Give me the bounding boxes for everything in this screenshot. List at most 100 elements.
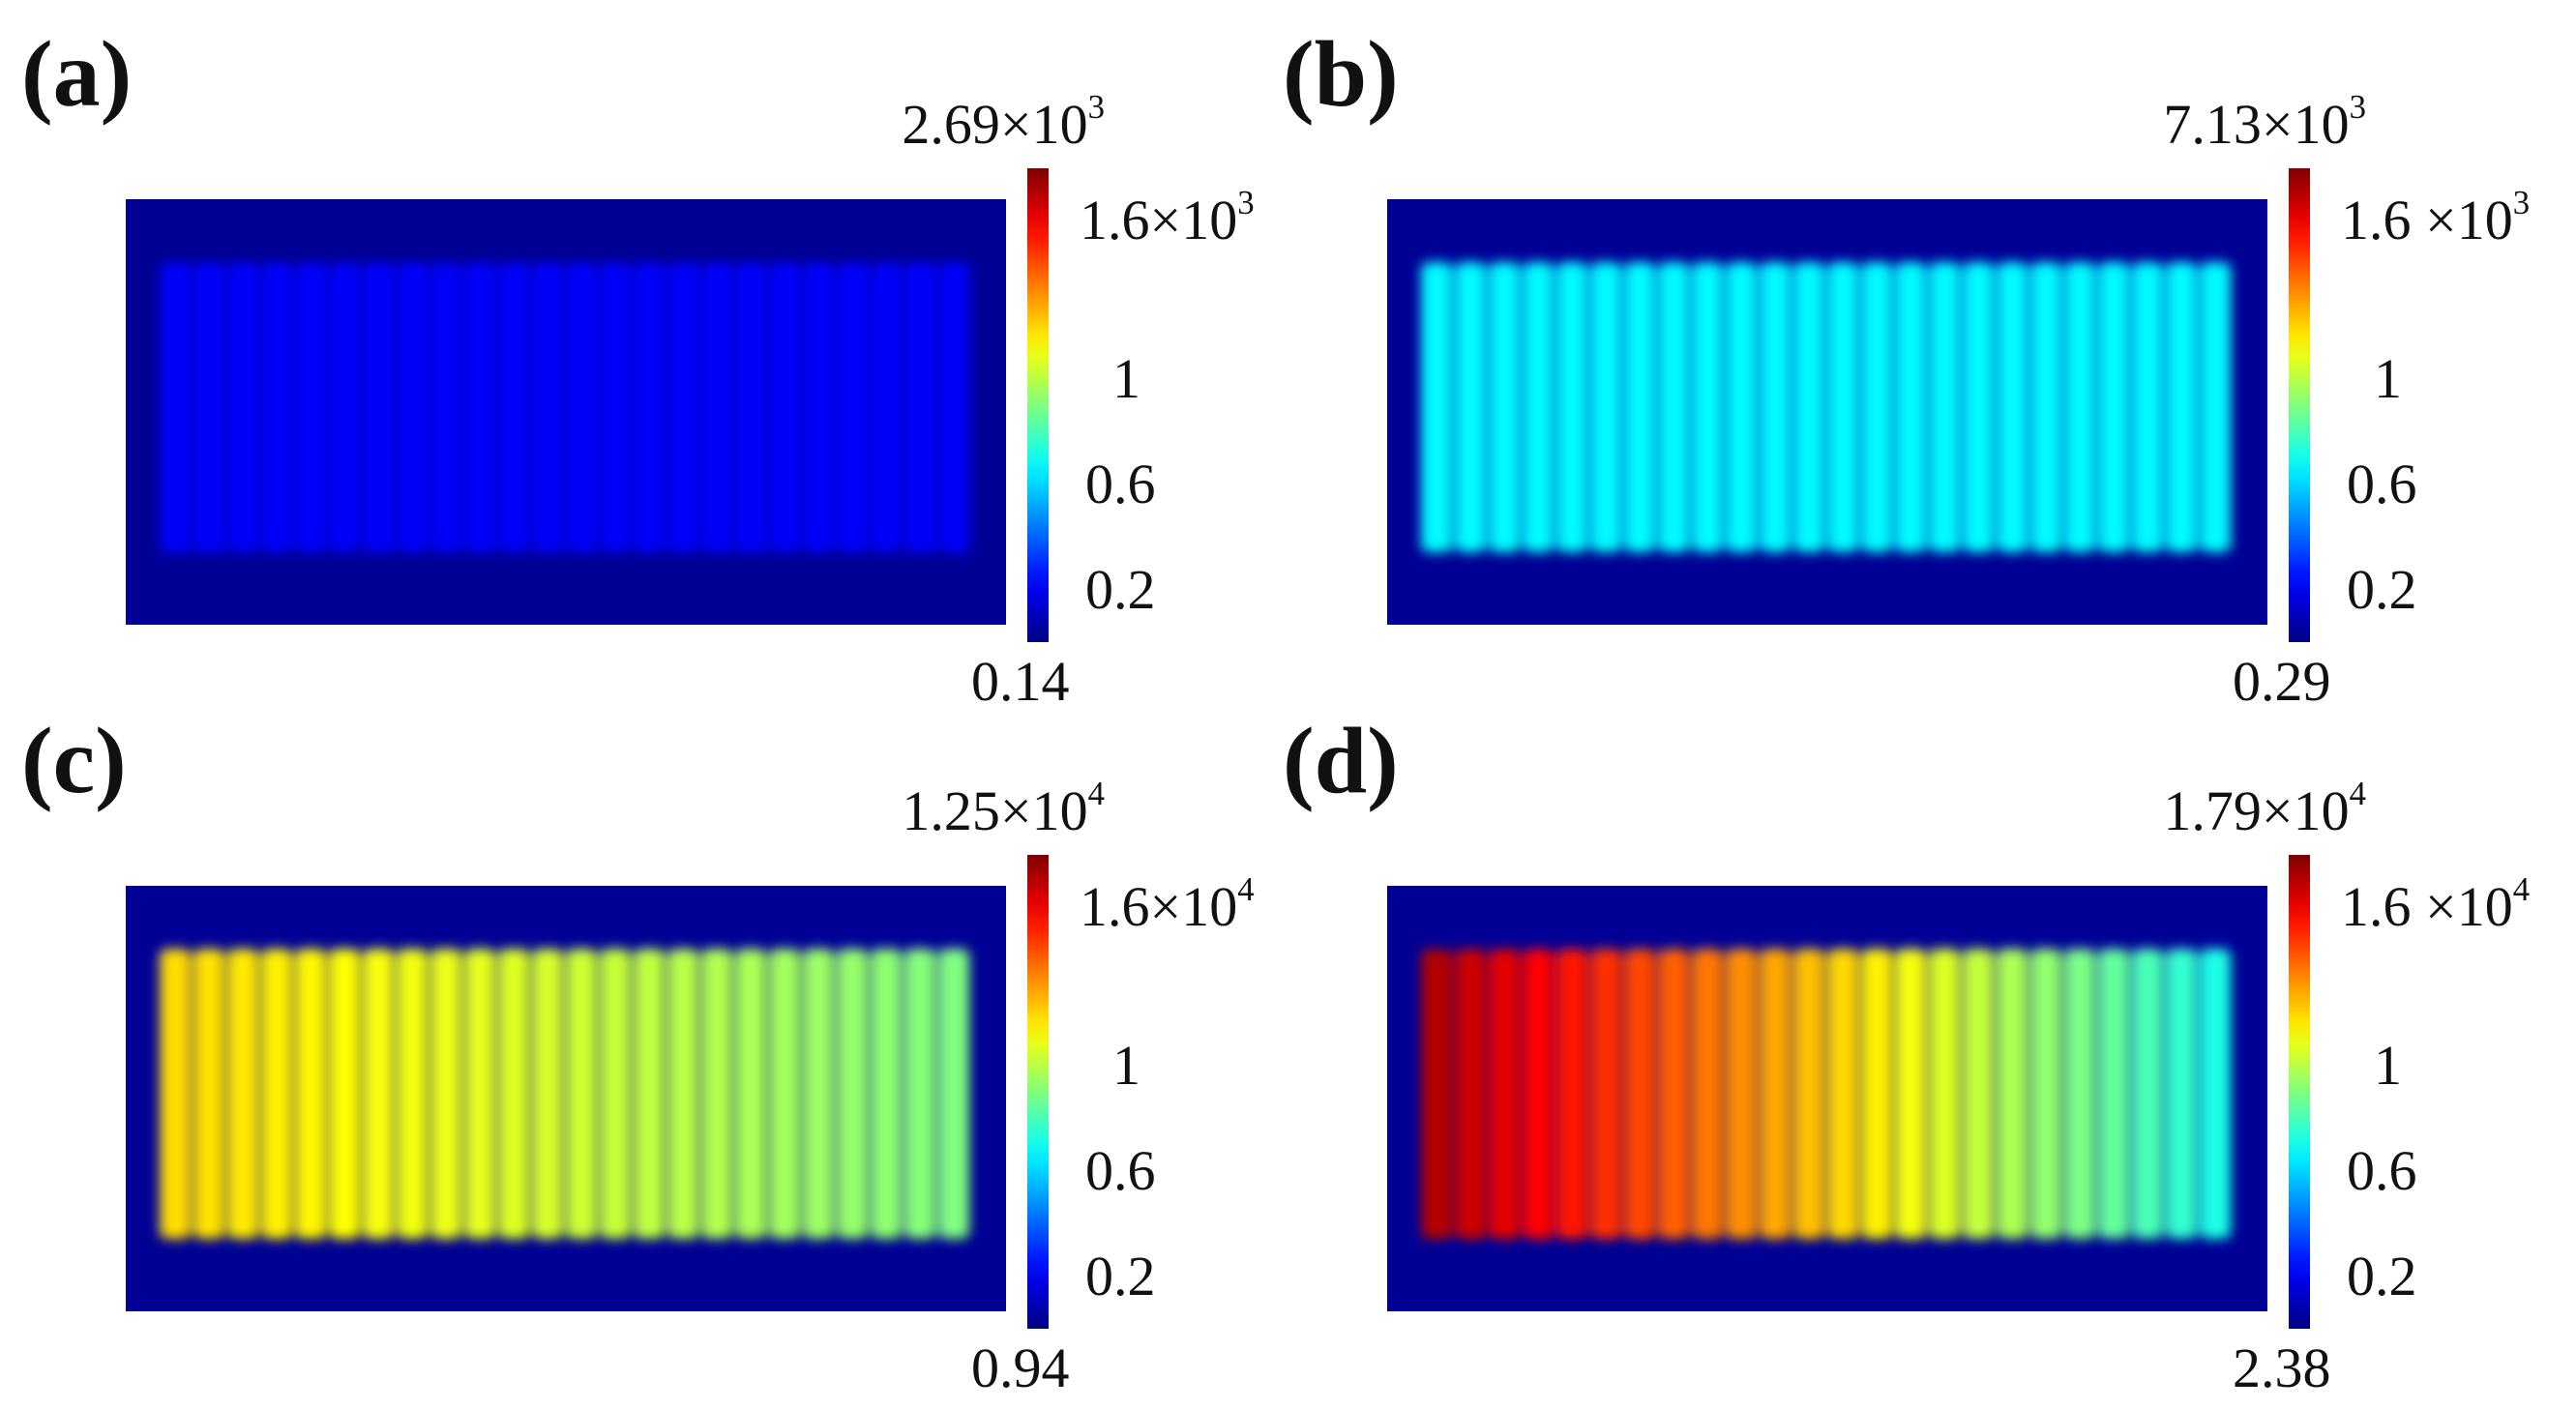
heatmap-strip (837, 949, 868, 1239)
heatmap-strip (566, 949, 597, 1239)
heatmap-strip (1861, 262, 1892, 552)
heatmap-strip (566, 262, 597, 552)
colorbar-min-label: 0.14 (971, 650, 1070, 713)
colorbar-min-label: 0.94 (971, 1336, 1070, 1399)
heatmap-strip (1827, 949, 1858, 1239)
heatmap-strip (1658, 949, 1689, 1239)
colorbar-svg (2289, 855, 2310, 1329)
heatmap-strip (1624, 262, 1655, 552)
heatmap-strip (1963, 949, 1994, 1239)
heatmap-strip (938, 262, 969, 552)
heatmap-strip (1929, 949, 1960, 1239)
heatmap-strip (600, 949, 631, 1239)
tick-exponent: 4 (2512, 870, 2531, 909)
colorbar-max-label: 7.13×103 (2163, 90, 2366, 153)
tick-mantissa: 0.2 (1085, 1244, 1156, 1307)
heatmap-strip (2098, 949, 2129, 1239)
heatmap-strip (871, 949, 902, 1239)
colorbar-svg (1027, 855, 1049, 1329)
heatmap-strip (498, 262, 529, 552)
heatmap-strip (1827, 262, 1858, 552)
heatmap-strip (1590, 949, 1621, 1239)
heatmap-plot (126, 886, 1006, 1311)
heatmap-strip (363, 262, 394, 552)
heatmap-strip (2166, 949, 2197, 1239)
colorbar-max-mantissa: 1.25×10 (902, 779, 1088, 842)
heatmap-strip (1861, 949, 1892, 1239)
heatmap-strip (329, 262, 360, 552)
colorbar-tick-label: 0.6 (2347, 452, 2417, 515)
heatmap-strip (1489, 262, 1520, 552)
heatmap-strip (329, 949, 360, 1239)
colorbar-max-exponent: 3 (1087, 87, 1105, 126)
colorbar-tick-label: 1.6 ×103 (2341, 186, 2530, 252)
colorbar-max-exponent: 3 (2349, 87, 2366, 126)
heatmap-strip (193, 949, 224, 1239)
heatmap-strip (2030, 262, 2061, 552)
colorbar-gradient (1027, 855, 1049, 1329)
tick-mantissa: 0.2 (1085, 557, 1156, 621)
heatmap-strip (1421, 949, 1452, 1239)
heatmap-strip (1455, 949, 1486, 1239)
colorbar-max-exponent: 4 (1087, 774, 1105, 812)
heatmap-strip (532, 949, 563, 1239)
colorbar-gradient (2289, 855, 2310, 1329)
colorbar-tick-label: 0.2 (1085, 1248, 1156, 1305)
heatmap-strip (2200, 262, 2231, 552)
heatmap-strip (397, 949, 428, 1239)
tick-mantissa: 1 (2374, 1033, 2402, 1097)
heatmap-strip (295, 262, 326, 552)
heatmap-svg (126, 199, 1006, 625)
heatmap-plot (1387, 199, 2267, 625)
heatmap-svg (126, 886, 1006, 1311)
heatmap-strip (1556, 262, 1587, 552)
heatmap-strip (2030, 949, 2061, 1239)
heatmap-strip (904, 949, 935, 1239)
heatmap-svg (1387, 199, 2267, 625)
panel-label: (b) (1283, 22, 1399, 127)
heatmap-strip (2098, 262, 2129, 552)
heatmap-strip (2200, 949, 2231, 1239)
heatmap-plot (126, 199, 1006, 625)
heatmap-plot (1387, 886, 2267, 1311)
tick-mantissa: 1 (2374, 346, 2402, 410)
heatmap-strip (2064, 949, 2095, 1239)
panel-label: (c) (21, 709, 127, 813)
tick-mantissa: 0.6 (2347, 452, 2417, 515)
heatmap-strip (1895, 949, 1926, 1239)
heatmap-strip (667, 949, 698, 1239)
heatmap-strip (837, 262, 868, 552)
heatmap-strip (261, 949, 292, 1239)
heatmap-strip (1556, 949, 1587, 1239)
heatmap-panel-c: (c) 1.25×104 0.94 1.6×104 1 0.6 0.2 (21, 709, 1279, 1396)
colorbar-tick-label: 0.2 (2347, 1248, 2417, 1305)
heatmap-strip (1624, 949, 1655, 1239)
heatmap-strip (769, 262, 800, 552)
colorbar-max-label: 1.79×104 (2163, 777, 2366, 839)
heatmap-panel-a: (a) 2.69×103 0.14 1.6×103 1 0.6 0.2 (21, 27, 1279, 710)
tick-mantissa: 1 (1112, 346, 1140, 410)
colorbar-svg (2289, 168, 2310, 642)
heatmap-strips (1421, 262, 2231, 552)
heatmap-strip (1523, 262, 1554, 552)
heatmap-strip (193, 262, 224, 552)
heatmap-strip (1997, 262, 2028, 552)
tick-mantissa: 1.6×10 (1080, 875, 1238, 939)
heatmap-strip (295, 949, 326, 1239)
colorbar-tick-label: 1 (2374, 1037, 2402, 1094)
heatmap-strip (2166, 262, 2197, 552)
colorbar-max-mantissa: 1.79×10 (2163, 779, 2350, 842)
heatmap-strip (430, 262, 461, 552)
heatmap-strip (1658, 262, 1689, 552)
heatmap-strip (363, 949, 394, 1239)
heatmap-strip (2132, 949, 2163, 1239)
heatmap-strip (1590, 262, 1621, 552)
heatmap-strip (1421, 262, 1452, 552)
heatmap-strip (1455, 262, 1486, 552)
tick-mantissa: 1.6 ×10 (2341, 189, 2513, 252)
tick-mantissa: 0.2 (2347, 557, 2417, 621)
colorbar-tick-label: 1.6×103 (1080, 186, 1255, 249)
tick-mantissa: 0.6 (1085, 452, 1156, 515)
heatmap-panel-b: (b) 7.13×103 0.29 1.6 ×103 1 0.6 0.2 (1283, 22, 2540, 710)
heatmap-strip (634, 262, 665, 552)
